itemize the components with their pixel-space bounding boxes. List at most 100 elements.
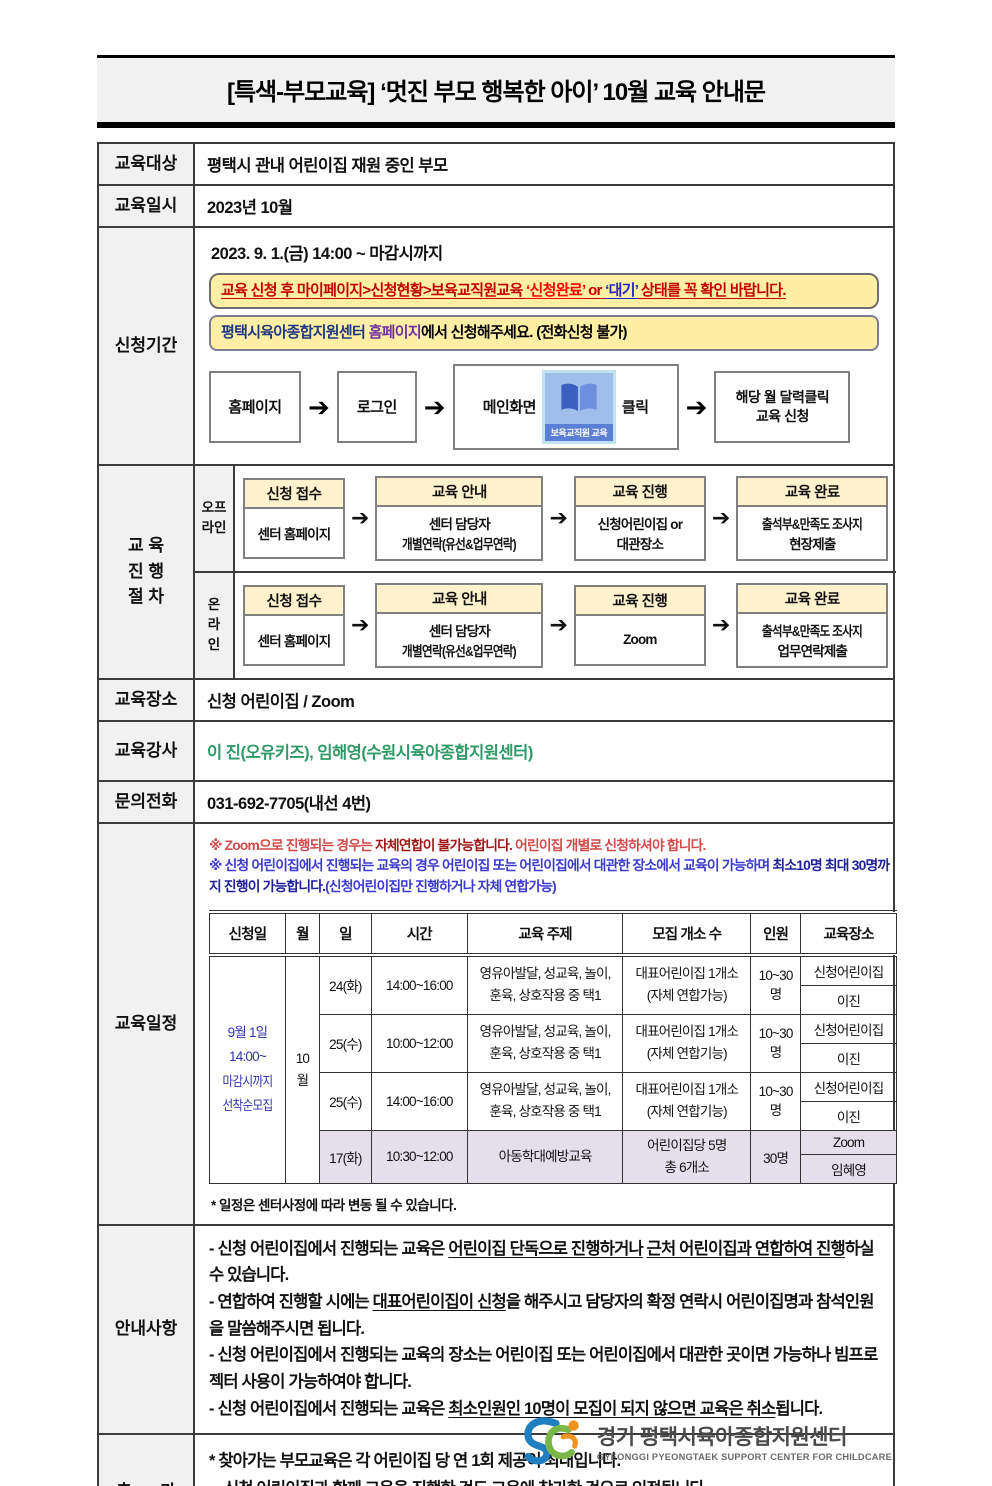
col-place: 교육장소 — [800, 911, 897, 957]
flow-step-main: 메인화면 보육교직원 교육 클릭 — [452, 363, 679, 450]
time-cell: 14:00~16:00 — [370, 954, 468, 1015]
apply-date-line: 마감시까지 — [222, 1073, 273, 1089]
col-month: 월 — [284, 911, 320, 957]
row-label-apply-period: 신청기간 — [99, 228, 195, 464]
schedule-row: 9월 1일 14:00~ 마감시까지 선착순모집 10 월 24(화) 14:0… — [209, 954, 897, 1184]
instructor-value: 이 진(오유키즈), 임해영(수원시육아종합지원센터) — [207, 743, 533, 762]
step-head: 교육 안내 — [377, 584, 542, 614]
notice1-tail: 상태를 꼭 확인 바랍니다. — [637, 282, 787, 299]
step-head: 교육 진행 — [575, 586, 704, 616]
flow-step-homepage-label: 홈페이지 — [228, 399, 282, 416]
guide-text: - 신청 어린이집에서 진행되는 교육은 — [209, 1239, 449, 1258]
row-label-instructor: 교육강사 — [99, 721, 195, 780]
row-place: 교육장소 신청 어린이집 / Zoom — [99, 679, 893, 722]
step-body: 센터 홈페이지 — [257, 526, 331, 542]
recruit-line: 대표어린이집 1개소 — [635, 1024, 739, 1040]
arrow-right-icon: ➔ — [308, 391, 330, 422]
step-body: 센터 담당자 — [428, 623, 491, 639]
step-head: 교육 진행 — [575, 477, 704, 507]
schedule-note-red: ※ Zoom으로 진행되는 경우는 자체연합이 불가능합니다. 어린이집 개별로… — [209, 836, 897, 857]
guide-item: - 신청 어린이집에서 진행되는 교육의 장소는 어린이집 또는 어린이집에서 … — [209, 1342, 879, 1395]
schedule-row-highlight: 17(화) 10:30~12:00 아동학대예방교육 어린이집당 5명 총 6개소… — [210, 1129, 897, 1184]
notice2-homepage: 홈페이지 — [368, 323, 422, 341]
count-cell: 10~30명 — [750, 954, 802, 1015]
offline-flow: 신청 접수 센터 홈페이지 ➔ 교육 안내 센터 담당자 개별연락(유선&업무연락… — [235, 466, 896, 571]
page-title: [특색-부모교육] ‘멋진 부모 행복한 아이’ 10월 교육 안내문 — [97, 55, 895, 128]
place-cell: Zoom — [800, 1129, 897, 1155]
topic-cell: 아동학대예방교육 — [466, 1129, 624, 1184]
place-cell: 신청어린이집 — [800, 1071, 897, 1102]
apply-date-line: 선착순모집 — [222, 1097, 273, 1113]
phone-value: 031-692-7705(내선 4번) — [207, 794, 371, 813]
apply-flow: 홈페이지 ➔ 로그인 ➔ 메인화면 보육교직원 교육 클릭 — [209, 363, 881, 450]
org-name-ko: 경기 평택시육아종합지원센터 — [596, 1425, 848, 1449]
arrow-right-icon: ➔ — [549, 505, 568, 530]
guide-underline: 대표어린이집이 신청 — [372, 1293, 507, 1311]
arrow-right-icon: ➔ — [711, 612, 731, 637]
day-cell: 25(수) — [318, 1013, 372, 1073]
note-blue-a: ※ 신청 어린이집에서 진행되는 교육의 경우 어린이집 또는 어린이집에서 대… — [209, 858, 773, 874]
recruit-line: 총 6개소 — [664, 1159, 710, 1175]
guide-underline: 최소인원인 10명이 모집이 되지 않으면 교육은 취소 — [448, 1399, 776, 1418]
guide-text: 됩니다. — [775, 1399, 823, 1418]
flow-step-calendar: 해당 월 달력클릭 교육 신청 — [714, 370, 851, 443]
row-edu-date: 교육일시 2023년 10월 — [99, 186, 893, 228]
teacher-cell: 이진 — [800, 984, 897, 1015]
note-red-c: 어린이집 개별로 신청하셔야 합니다. — [512, 837, 706, 853]
topic-line: 훈육, 상호작용 중 택1 — [489, 988, 601, 1004]
count-cell: 30명 — [750, 1129, 802, 1184]
guide-item: - 신청 어린이집에서 진행되는 교육은 최소인원인 10명이 모집이 되지 않… — [209, 1396, 879, 1423]
row-label-guide: 안내사항 — [99, 1225, 195, 1433]
step-body: Zoom — [623, 632, 657, 647]
teacher-cell: 이진 — [800, 1100, 897, 1131]
notice1-text: 교육 신청 후 마이페이지>신청현황>보육교직원교육 — [221, 282, 527, 299]
recruit-cell: 대표어린이집 1개소 (자체 연합기능) — [622, 1071, 752, 1131]
arrow-right-icon: ➔ — [423, 391, 446, 422]
recruit-line: 대표어린이집 1개소 — [635, 966, 739, 982]
offline-label: 오프 라인 — [195, 465, 235, 571]
teacher-cell: 이진 — [800, 1042, 897, 1073]
apply-notice-status: 교육 신청 후 마이페이지>신청현황>보육교직원교육 ‘신청완료’ or ‘대기… — [209, 273, 879, 309]
note-red-a: ※ Zoom으로 진행되는 경우는 — [209, 837, 376, 853]
flow-step-homepage: 홈페이지 — [209, 370, 301, 443]
row-label-procedure: 교 육 진 행 절 차 — [99, 465, 195, 678]
row-guide: 안내사항 - 신청 어린이집에서 진행되는 교육은 어린이집 단독으로 진행하거… — [99, 1225, 893, 1435]
recruit-line: (자체 연합가능) — [646, 988, 728, 1004]
guide-text: - 신청 어린이집에서 진행되는 교육의 장소는 어린이집 또는 어린이집에서 … — [209, 1346, 878, 1392]
offline-step-run: 교육 진행 신청어린이집 or 대관장소 — [573, 475, 706, 561]
step-body: 출석부&만족도 조사지 — [762, 623, 863, 639]
arrow-right-icon: ➔ — [685, 391, 708, 422]
step-head: 신청 접수 — [245, 479, 343, 509]
step-body: 출석부&만족도 조사지 — [762, 516, 863, 532]
place-cell: 신청어린이집 — [800, 954, 897, 986]
topic-line: 훈육, 상호작용 중 택1 — [489, 1046, 601, 1062]
row-label-edu-date: 교육일시 — [99, 186, 195, 226]
row-label-extra: 추 가 안내사항 — [99, 1434, 195, 1486]
step-head: 신청 접수 — [245, 586, 343, 616]
step-head: 교육 안내 — [377, 477, 542, 507]
notice1-complete: ‘신청완료’ — [526, 282, 586, 299]
guide-underline: 어린이집 단독으로 진행하거나 — [448, 1239, 643, 1258]
online-step-run: 교육 진행 Zoom — [573, 584, 706, 666]
recruit-cell: 어린이집당 5명 총 6개소 — [622, 1129, 752, 1184]
schedule-header-row: 신청일 월 일 시간 교육 주제 모집 개소 수 인원 교육장소 — [209, 911, 897, 957]
arrow-right-icon: ➔ — [711, 505, 731, 530]
notice2-org: 평택시육아종합지원센터 — [221, 323, 369, 341]
day-cell: 25(수) — [318, 1071, 372, 1131]
schedule-row: 25(수) 14:00~16:00 영유아발달, 성교육, 놀이, 훈육, 상호작… — [210, 1071, 897, 1131]
month-suffix: 월 — [296, 1072, 309, 1088]
procedure-online: 온 라 인 신청 접수 센터 홈페이지 ➔ 교육 안내 센터 담당자 개별연락(유… — [195, 572, 896, 678]
step-body: 신청어린이집 or — [597, 516, 683, 532]
time-cell: 10:00~12:00 — [370, 1013, 468, 1073]
step-body2: 개별연락(유선&업무연락) — [402, 643, 517, 659]
extra-body: * 찾아가는 부모교육은 각 어린이집 당 연 1회 제공이 최대입니다. 신청… — [195, 1435, 722, 1486]
col-count: 인원 — [750, 911, 802, 957]
step-body2: 개별연락(유선&업무연락) — [402, 536, 517, 552]
online-step-done: 교육 완료 출석부&만족도 조사지 업무연락제출 — [736, 582, 889, 668]
online-label: 온 라 인 — [195, 572, 235, 678]
notice2-tail: 에서 신청해주세요. (전화신청 불가) — [420, 323, 628, 341]
guide-item: - 연합하여 진행할 시에는 대표어린이집이 신청을 해주시고 담당자의 확정 … — [209, 1289, 879, 1342]
flow-step-login: 로그인 — [336, 370, 417, 443]
schedule-table: 신청일 월 일 시간 교육 주제 모집 개소 수 인원 교육장소 9월 1일 1… — [209, 909, 897, 1184]
